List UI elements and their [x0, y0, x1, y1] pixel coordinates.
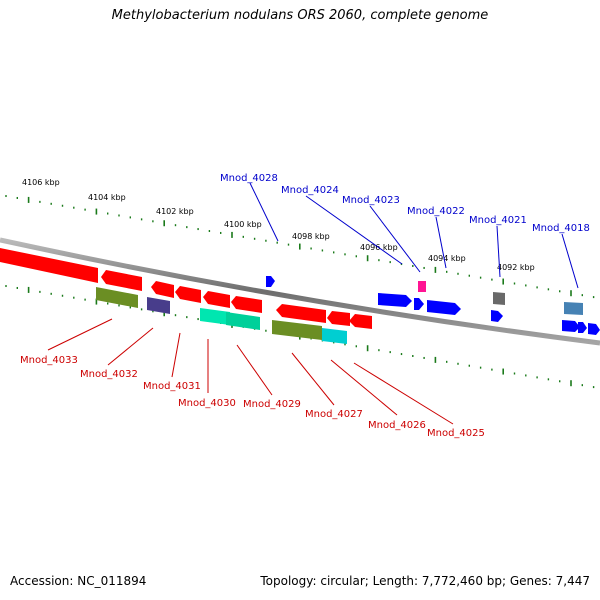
- gene-arrow[interactable]: [491, 310, 503, 322]
- scale-label: 4106 kbp: [22, 178, 60, 187]
- gene-label-reverse[interactable]: Mnod_4029: [243, 399, 301, 410]
- gene-arrow[interactable]: [96, 287, 138, 308]
- scale-label: 4100 kbp: [224, 220, 262, 229]
- leader-line: [107, 327, 154, 366]
- leader-line: [435, 216, 447, 269]
- gene-label-reverse[interactable]: Mnod_4032: [80, 369, 138, 380]
- scale-label: 4104 kbp: [88, 193, 126, 202]
- gene-label-reverse[interactable]: Mnod_4025: [427, 428, 485, 439]
- gene-label-forward[interactable]: Mnod_4022: [407, 206, 465, 217]
- gene-label-forward[interactable]: Mnod_4024: [281, 185, 339, 196]
- gene-arrow[interactable]: [564, 302, 583, 315]
- gene-arrow[interactable]: [427, 300, 461, 315]
- gene-arrow[interactable]: [588, 323, 600, 335]
- leader-line: [305, 195, 403, 265]
- gene-arrow[interactable]: [203, 291, 230, 308]
- gene-arrow[interactable]: [272, 320, 322, 340]
- scale-labels: 4106 kbp 4104 kbp 4102 kbp 4100 kbp 4098…: [22, 178, 535, 272]
- gene-arrow[interactable]: [327, 311, 350, 326]
- gene-arrow[interactable]: [266, 276, 275, 287]
- forward-gene-labels: Mnod_4028 Mnod_4024 Mnod_4023 Mnod_4022 …: [220, 173, 590, 289]
- gene-arrow[interactable]: [200, 308, 230, 325]
- gene-arrow[interactable]: [147, 297, 170, 314]
- reverse-genes: [0, 248, 372, 344]
- gene-label-reverse[interactable]: Mnod_4031: [143, 381, 201, 392]
- leader-line: [249, 182, 279, 242]
- gene-arrow[interactable]: [578, 322, 587, 333]
- gene-arrow[interactable]: [322, 328, 347, 344]
- gene-arrow[interactable]: [414, 298, 424, 310]
- forward-genes: [266, 276, 600, 335]
- gene-label-forward[interactable]: Mnod_4028: [220, 173, 278, 184]
- gene-label-forward[interactable]: Mnod_4018: [532, 223, 590, 234]
- genome-backbone: [0, 237, 600, 346]
- leader-line: [291, 352, 335, 406]
- scale-label: 4094 kbp: [428, 254, 466, 263]
- gene-label-reverse[interactable]: Mnod_4027: [305, 409, 363, 420]
- gene-label-forward[interactable]: Mnod_4023: [342, 195, 400, 206]
- leader-line: [561, 233, 579, 289]
- gene-arrow[interactable]: [378, 293, 412, 307]
- leader-line: [369, 205, 421, 273]
- genome-title: Methylobacterium nodulans ORS 2060, comp…: [111, 8, 489, 23]
- gene-label-reverse[interactable]: Mnod_4033: [20, 355, 78, 366]
- genome-summary-text: Topology: circular; Length: 7,772,460 bp…: [260, 574, 590, 588]
- gene-arrow[interactable]: [493, 292, 505, 305]
- scale-label: 4098 kbp: [292, 232, 330, 241]
- accession-text: Accession: NC_011894: [10, 574, 147, 588]
- gene-arrow[interactable]: [276, 304, 326, 323]
- gene-arrow[interactable]: [226, 312, 260, 330]
- gene-arrow[interactable]: [151, 281, 174, 298]
- leader-line: [171, 332, 181, 378]
- gene-label-forward[interactable]: Mnod_4021: [469, 215, 527, 226]
- gene-arrow[interactable]: [0, 248, 98, 283]
- scale-label: 4102 kbp: [156, 207, 194, 216]
- scale-label: 4092 kbp: [497, 263, 535, 272]
- leader-line: [496, 225, 501, 278]
- gene-arrow[interactable]: [562, 320, 580, 332]
- gene-arrow[interactable]: [101, 270, 142, 291]
- leader-line: [236, 344, 273, 396]
- leader-line: [47, 318, 113, 351]
- gene-arrow[interactable]: [231, 296, 262, 313]
- gene-arrow[interactable]: [349, 314, 372, 329]
- gene-arrow[interactable]: [175, 286, 201, 303]
- leader-line: [353, 362, 454, 425]
- gene-arrow[interactable]: [418, 281, 426, 292]
- reverse-gene-labels: Mnod_4033 Mnod_4032 Mnod_4031 Mnod_4030 …: [20, 318, 485, 439]
- gene-label-reverse[interactable]: Mnod_4026: [368, 420, 426, 431]
- leader-line: [330, 359, 398, 416]
- upper-scale-ticks: [5, 195, 595, 299]
- gene-label-reverse[interactable]: Mnod_4030: [178, 398, 236, 409]
